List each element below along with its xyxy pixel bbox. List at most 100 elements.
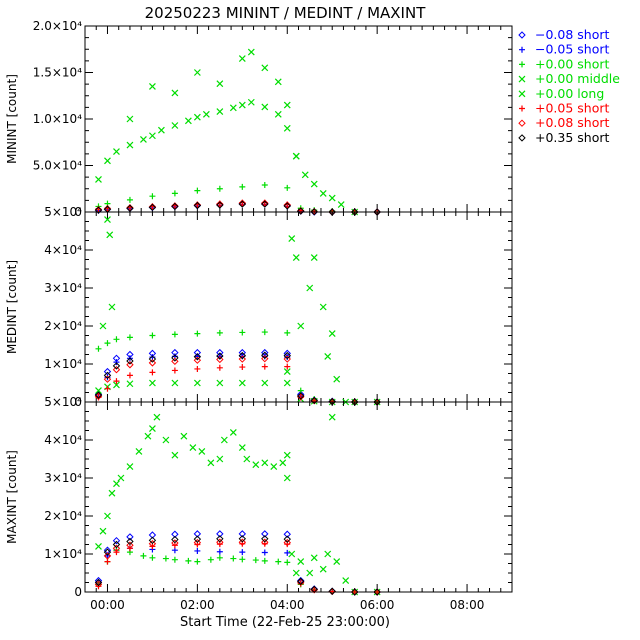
y-tick-label: 1.5×10⁴ xyxy=(33,66,82,80)
data-point xyxy=(310,180,318,188)
data-point xyxy=(140,136,147,143)
data-point xyxy=(216,535,224,543)
x-axis-label: Start Time (22-Feb-25 23:00:00) xyxy=(180,615,390,630)
data-point xyxy=(261,557,268,564)
series-2-+0.00 short xyxy=(95,547,381,595)
data-point xyxy=(148,203,157,212)
data-point xyxy=(94,206,103,214)
data-point xyxy=(216,355,224,364)
data-point xyxy=(283,202,291,210)
data-point xyxy=(324,352,332,360)
y-tick-label: 1.0×10⁴ xyxy=(33,112,82,126)
data-point xyxy=(283,351,291,360)
data-point xyxy=(247,48,255,56)
y-tick-label: 1×10⁴ xyxy=(44,357,82,371)
data-point xyxy=(193,201,202,210)
legend-item: +0.00 long xyxy=(518,86,604,101)
data-point xyxy=(283,530,291,538)
data-point xyxy=(328,194,336,202)
series-1-+0.00 middle xyxy=(95,379,381,406)
data-point xyxy=(261,459,269,467)
series-0-+0.08 short xyxy=(94,199,381,216)
data-point xyxy=(288,235,296,243)
data-point xyxy=(333,375,341,383)
data-point xyxy=(261,200,269,208)
data-point xyxy=(261,379,269,387)
data-point xyxy=(180,432,188,440)
data-point xyxy=(216,200,224,208)
y-tick-label: 5×10⁴ xyxy=(44,205,82,219)
data-point xyxy=(194,187,201,194)
data-point xyxy=(95,176,102,183)
legend-marker xyxy=(518,119,526,127)
data-point xyxy=(292,569,300,577)
data-point xyxy=(171,89,179,97)
data-point xyxy=(239,556,246,563)
legend-item: +0.00 short xyxy=(519,56,610,71)
data-point xyxy=(126,541,134,549)
data-point xyxy=(238,199,247,207)
data-point xyxy=(216,548,223,555)
data-point xyxy=(99,322,107,330)
legend-label: +0.00 short xyxy=(535,56,610,71)
data-point xyxy=(126,357,134,365)
data-point xyxy=(297,207,305,215)
data-point xyxy=(261,363,268,370)
data-point xyxy=(193,538,202,547)
data-point xyxy=(284,363,291,370)
data-point xyxy=(108,489,116,497)
data-point xyxy=(94,391,103,399)
data-point xyxy=(126,537,134,546)
legend-label: +0.05 short xyxy=(535,101,610,116)
y-axis-label: MAXINT [count] xyxy=(5,450,19,544)
data-point xyxy=(229,104,237,112)
data-point xyxy=(193,535,202,543)
data-point xyxy=(104,512,111,520)
series-1-+0.08 short xyxy=(94,354,381,406)
data-point xyxy=(283,379,291,387)
data-point xyxy=(333,558,341,566)
data-point xyxy=(216,379,224,387)
data-point xyxy=(297,322,305,330)
data-point xyxy=(162,555,169,562)
y-tick-label: 4×10⁴ xyxy=(44,433,82,447)
legend-marker xyxy=(518,31,526,39)
legend-label: +0.00 middle xyxy=(535,71,620,86)
data-point xyxy=(350,588,359,596)
series-0-+0.05 short xyxy=(95,199,381,215)
data-point xyxy=(112,365,121,374)
data-point xyxy=(243,455,251,463)
panels-layer: 0 5.0×10⁴ 1.0×10⁴ 1.5×10⁴ 2.0×10⁴ MININT [cou… xyxy=(5,19,513,612)
y-tick-label: 0 xyxy=(74,205,82,219)
x-tick-label: 02:00 xyxy=(180,598,215,612)
series-2-−0.05 short xyxy=(95,545,381,595)
data-point xyxy=(275,558,282,565)
data-point xyxy=(216,201,224,209)
data-point xyxy=(328,413,336,421)
data-point xyxy=(104,216,111,224)
data-point xyxy=(238,379,246,387)
data-point xyxy=(140,552,147,559)
data-point xyxy=(148,379,156,387)
data-point xyxy=(284,184,291,191)
data-point xyxy=(126,141,134,149)
data-point xyxy=(95,583,102,590)
data-point xyxy=(261,549,268,556)
data-point xyxy=(157,126,165,134)
data-point xyxy=(148,540,157,548)
data-point xyxy=(95,345,102,352)
data-point xyxy=(216,538,224,546)
data-point xyxy=(238,530,247,538)
series-0-+0.00 middle xyxy=(95,98,359,216)
data-point xyxy=(194,558,201,565)
data-point xyxy=(216,455,224,463)
data-point xyxy=(193,353,202,361)
data-point xyxy=(283,538,291,547)
chart-title: 20250223 MININT / MEDINT / MAXINT xyxy=(145,4,427,22)
data-point xyxy=(171,354,179,362)
data-point xyxy=(144,432,152,440)
data-point xyxy=(185,557,192,564)
data-point xyxy=(95,542,102,550)
data-point xyxy=(329,588,336,595)
data-point xyxy=(148,355,157,363)
